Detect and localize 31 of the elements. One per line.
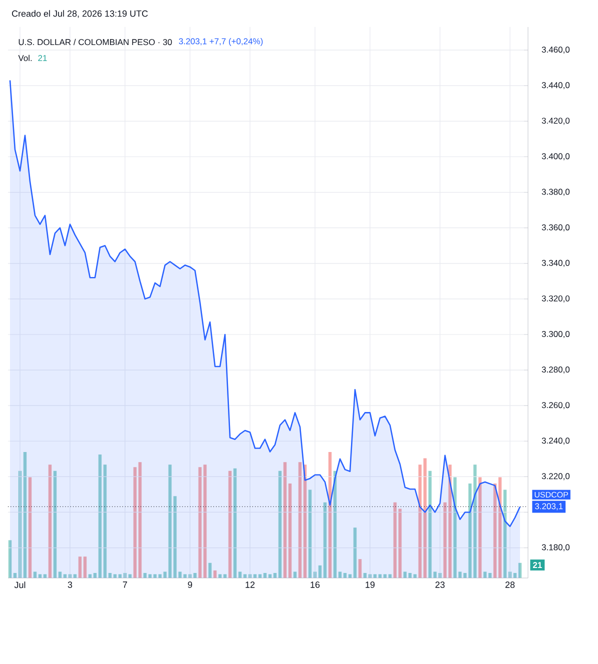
text: U.S. DOLLAR / COLOMBIAN PESO · 30 xyxy=(18,38,172,46)
text: 21 xyxy=(533,562,542,568)
chart-subtitle: Creado el Jul 28, 2026 13:19 UTC xyxy=(12,10,148,18)
x-tick-label: 28 xyxy=(505,582,515,588)
ref-line-label: USDCOP xyxy=(534,492,568,498)
x-tick-label: 16 xyxy=(310,582,320,588)
y-tick-label: 3.300,0 xyxy=(542,330,570,338)
text: 3.203,1 xyxy=(535,503,563,510)
y-tick-label: 3.460,0 xyxy=(542,46,570,54)
annotation: 3.203,1 +7,7 (+0,24%) xyxy=(178,38,263,46)
y-tick-label: 3.440,0 xyxy=(542,82,570,90)
y-tick-label: 3.240,0 xyxy=(542,438,570,445)
x-tick-label: 3 xyxy=(68,582,72,588)
y-tick-label: 3.320,0 xyxy=(542,295,570,302)
annotation: 21 xyxy=(38,55,47,61)
y-tick-label: 3.260,0 xyxy=(542,402,570,410)
x-tick-label: 9 xyxy=(188,582,192,588)
y-tick-label: 3.220,0 xyxy=(542,473,570,480)
y-tick-label: 3.400,0 xyxy=(542,153,570,160)
y-tick-label: 3.380,0 xyxy=(542,188,570,196)
x-tick-label: 23 xyxy=(435,582,445,588)
y-tick-label: 3.360,0 xyxy=(542,224,570,232)
x-tick-label: 7 xyxy=(122,582,128,588)
y-tick-label: 3.340,0 xyxy=(542,260,570,267)
y-tick-label: 3.420,0 xyxy=(542,118,570,125)
x-tick-label: 19 xyxy=(366,582,375,588)
x-tick-label: 12 xyxy=(246,582,255,588)
y-tick-label: 3.280,0 xyxy=(542,366,570,374)
chart-title: Vol. xyxy=(18,54,32,62)
x-tick-label: Jul xyxy=(14,582,26,588)
y-tick-label: 3.180,0 xyxy=(542,544,570,552)
